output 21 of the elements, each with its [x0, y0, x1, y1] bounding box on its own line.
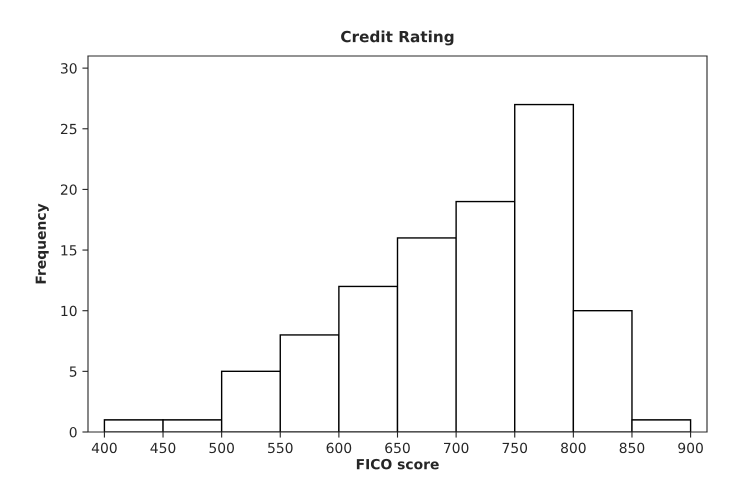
x-tick-label: 600 [326, 442, 352, 454]
x-tick-label: 450 [150, 442, 176, 454]
x-axis-title: FICO score [356, 458, 439, 470]
y-tick-label: 30 [60, 63, 77, 74]
y-tick-label: 0 [70, 426, 77, 438]
chart-title: Credit Rating [341, 30, 454, 46]
y-tick-label: 25 [60, 124, 76, 134]
x-tick-label: 500 [209, 442, 234, 454]
x-tick-label: 750 [502, 442, 528, 454]
y-tick-label: 15 [61, 245, 76, 256]
x-tick-label: 850 [620, 442, 644, 454]
x-tick-label: 400 [92, 442, 117, 454]
x-tick-label: 800 [561, 442, 586, 454]
y-tick-label: 20 [60, 184, 77, 195]
y-axis-title: Frequency [36, 204, 49, 284]
y-tick-label: 10 [61, 306, 77, 316]
x-tick-label: 700 [444, 442, 468, 454]
x-tick-label: 900 [678, 442, 703, 454]
x-tick-label: 550 [268, 442, 293, 454]
y-tick-label: 5 [70, 366, 76, 377]
x-tick-label: 650 [385, 442, 410, 454]
